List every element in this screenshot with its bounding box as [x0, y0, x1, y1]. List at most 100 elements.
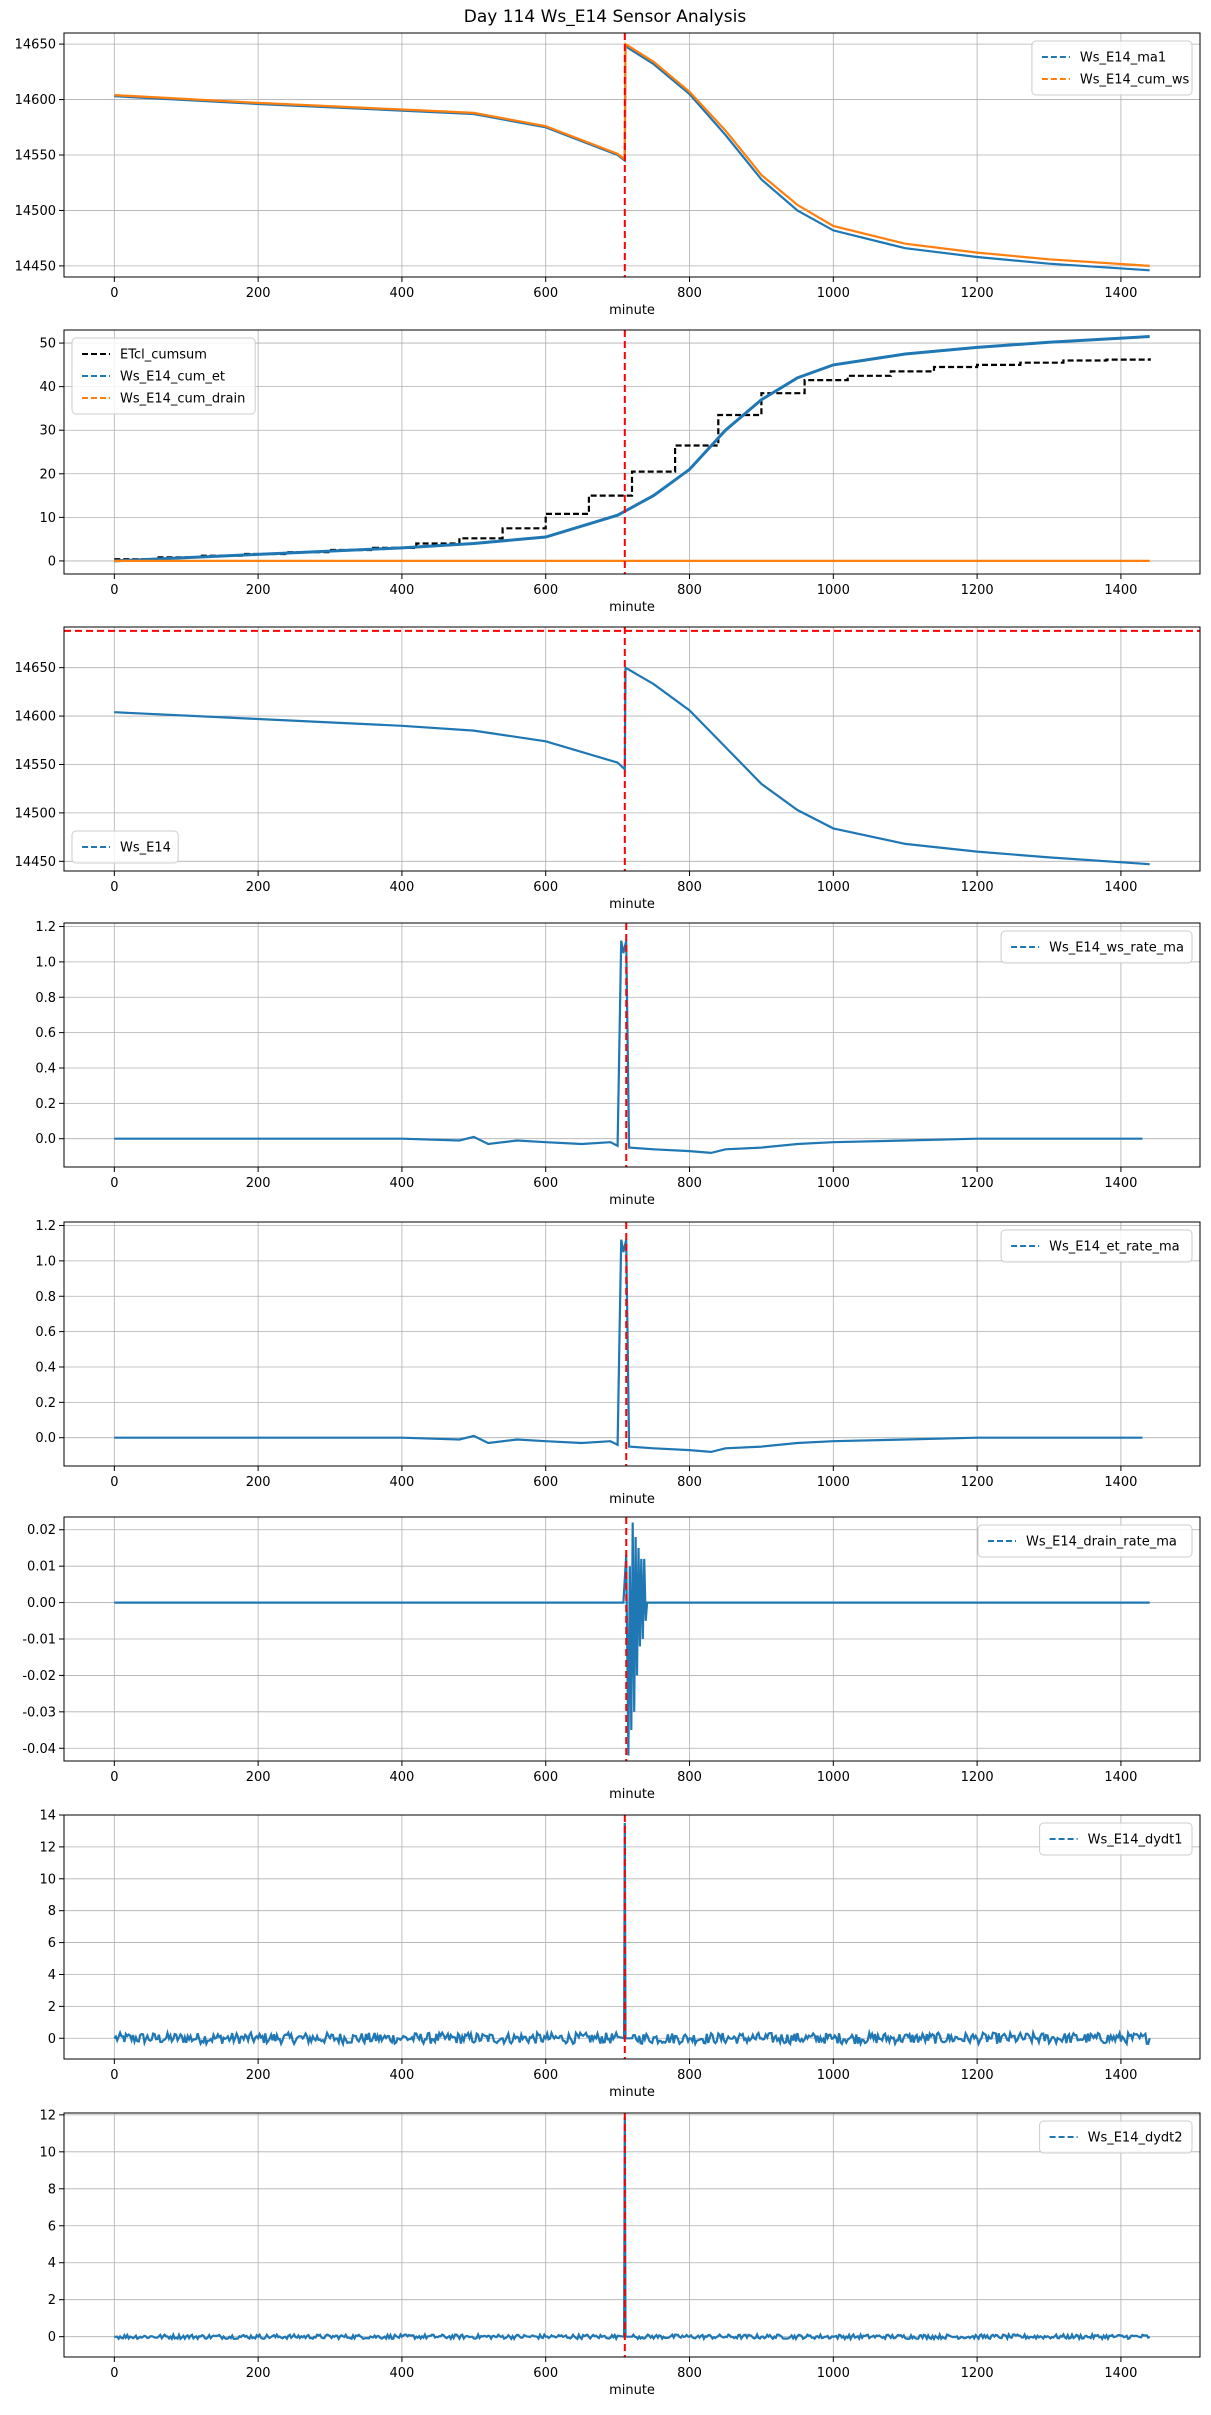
x-axis-label-6: minute [609, 1787, 655, 1802]
x-axis-label-3: minute [609, 897, 655, 912]
x-tick-label-3-2: 400 [390, 880, 415, 895]
subplot-1: 0 200 400 600 800 1000 1200 1400 14450 14500 14550… [15, 32, 1201, 318]
x-tick-label-7-6: 1200 [961, 2068, 994, 2083]
axes-frame-8 [63, 2112, 1201, 2358]
x-tick-label-3-0: 0 [110, 880, 118, 895]
x-tick-label-8-2: 400 [390, 2366, 415, 2381]
y-tick-label-1-1: 14500 [15, 204, 56, 219]
series-line-6-1 [114, 1522, 1150, 1756]
legend-label-2-2: Ws_E14_cum_et [120, 370, 225, 385]
legend-label-8-1: Ws_E14_dydt2 [1088, 2131, 1183, 2146]
x-tick-label-3-6: 1200 [961, 880, 994, 895]
series-line-8-1 [114, 2116, 1151, 2342]
x-tick-label-1-1: 200 [246, 286, 271, 301]
x-tick-label-1-6: 1200 [961, 286, 994, 301]
y-tick-label-4-2: 0.4 [35, 1061, 56, 1076]
x-tick-label-4-4: 800 [677, 1176, 702, 1191]
y-tick-label-4-6: 1.2 [35, 920, 56, 935]
x-tick-label-4-6: 1200 [961, 1176, 994, 1191]
x-tick-label-1-2: 400 [390, 286, 415, 301]
y-tick-label-8-5: 10 [39, 2145, 56, 2160]
y-tick-label-1-2: 14550 [15, 149, 56, 164]
x-tick-label-2-0: 0 [110, 583, 118, 598]
legend-label-6-1: Ws_E14_drain_rate_ma [1026, 1535, 1177, 1550]
x-tick-label-6-1: 200 [246, 1770, 271, 1785]
x-tick-label-6-6: 1200 [961, 1770, 994, 1785]
x-axis-label-8: minute [609, 2383, 655, 2398]
x-tick-label-4-7: 1400 [1104, 1176, 1137, 1191]
series-line-7-1 [113, 1822, 1151, 2048]
legend-2: ETcl_cumsum Ws_E14_cum_et Ws_E14_cum_drain [71, 337, 256, 415]
x-tick-label-1-0: 0 [110, 286, 118, 301]
x-tick-label-5-2: 400 [390, 1475, 415, 1490]
y-tick-label-1-3: 14600 [15, 93, 56, 108]
x-tick-label-7-5: 1000 [817, 2068, 850, 2083]
y-tick-label-4-4: 0.8 [35, 991, 56, 1006]
axes-frame-2 [63, 329, 1201, 575]
y-tick-label-8-4: 8 [48, 2182, 56, 2197]
y-tick-label-5-6: 1.2 [35, 1219, 56, 1234]
y-tick-label-7-3: 6 [48, 1936, 56, 1951]
x-tick-label-2-1: 200 [246, 583, 271, 598]
x-tick-label-7-7: 1400 [1104, 2068, 1137, 2083]
legend-label-1-2: Ws_E14_cum_ws [1080, 73, 1190, 88]
x-axis-label-7: minute [609, 2085, 655, 2100]
x-tick-label-8-4: 800 [677, 2366, 702, 2381]
subplot-4: 0 200 400 600 800 1000 1200 1400 0.0 0.2 0.4 0.6 0.8… [35, 920, 1201, 1208]
y-tick-label-6-6: 0.02 [27, 1523, 56, 1538]
y-tick-label-3-4: 14650 [15, 661, 56, 676]
x-tick-label-5-1: 200 [246, 1475, 271, 1490]
y-tick-label-6-5: 0.01 [27, 1560, 56, 1575]
y-tick-label-3-2: 14550 [15, 758, 56, 773]
y-tick-label-6-0: -0.04 [22, 1742, 56, 1757]
axes-frame-7 [63, 1814, 1201, 2060]
x-tick-label-5-7: 1400 [1104, 1475, 1137, 1490]
x-tick-label-4-1: 200 [246, 1176, 271, 1191]
legend-6: Ws_E14_drain_rate_ma [977, 1524, 1193, 1558]
legend-7: Ws_E14_dydt1 [1039, 1822, 1193, 1856]
legend-3: Ws_E14 [71, 830, 179, 864]
series-line-2-1 [114, 358, 1151, 561]
x-tick-label-4-3: 600 [533, 1176, 558, 1191]
y-tick-label-8-2: 4 [48, 2256, 56, 2271]
x-tick-label-3-5: 1000 [817, 880, 850, 895]
y-tick-label-5-2: 0.4 [35, 1360, 56, 1375]
x-tick-label-3-4: 800 [677, 880, 702, 895]
x-tick-label-5-5: 1000 [817, 1475, 850, 1490]
x-tick-label-3-7: 1400 [1104, 880, 1137, 895]
y-tick-label-7-5: 10 [39, 1872, 56, 1887]
x-axis-label-2: minute [609, 600, 655, 615]
y-tick-label-6-1: -0.03 [22, 1705, 56, 1720]
x-tick-label-8-0: 0 [110, 2366, 118, 2381]
x-axis-label-1: minute [609, 303, 655, 318]
legend-label-2-3: Ws_E14_cum_drain [120, 392, 245, 407]
y-tick-label-1-0: 14450 [15, 259, 56, 274]
legend-4: Ws_E14_ws_rate_ma [1000, 930, 1193, 964]
legend-label-7-1: Ws_E14_dydt1 [1088, 1833, 1183, 1848]
x-tick-label-8-1: 200 [246, 2366, 271, 2381]
x-tick-label-3-1: 200 [246, 880, 271, 895]
legend-1: Ws_E14_ma1 Ws_E14_cum_ws [1031, 40, 1193, 96]
x-axis-label-5: minute [609, 1492, 655, 1507]
y-tick-label-7-6: 12 [39, 1840, 56, 1855]
x-tick-label-6-3: 600 [533, 1770, 558, 1785]
x-tick-label-4-0: 0 [110, 1176, 118, 1191]
x-tick-label-5-4: 800 [677, 1475, 702, 1490]
y-tick-label-6-3: -0.01 [22, 1633, 56, 1648]
x-tick-label-4-5: 1000 [817, 1176, 850, 1191]
x-tick-label-1-7: 1400 [1104, 286, 1137, 301]
x-tick-label-2-4: 800 [677, 583, 702, 598]
series-line-4-1 [114, 940, 1143, 1155]
legend-label-1-1: Ws_E14_ma1 [1080, 51, 1166, 66]
series-line-3-1 [114, 665, 1150, 866]
axes-frame-3 [63, 626, 1201, 872]
y-tick-label-1-4: 14650 [15, 38, 56, 53]
x-tick-label-6-4: 800 [677, 1770, 702, 1785]
subplot-5: 0 200 400 600 800 1000 1200 1400 0.0 0.2 0.4 0.6 0.8… [35, 1219, 1201, 1507]
y-tick-label-7-4: 8 [48, 1904, 56, 1919]
y-tick-label-7-0: 0 [48, 2032, 56, 2047]
axes-frame-5 [63, 1221, 1201, 1467]
x-tick-label-6-2: 400 [390, 1770, 415, 1785]
y-tick-label-5-3: 0.6 [35, 1325, 56, 1340]
x-tick-label-1-5: 1000 [817, 286, 850, 301]
